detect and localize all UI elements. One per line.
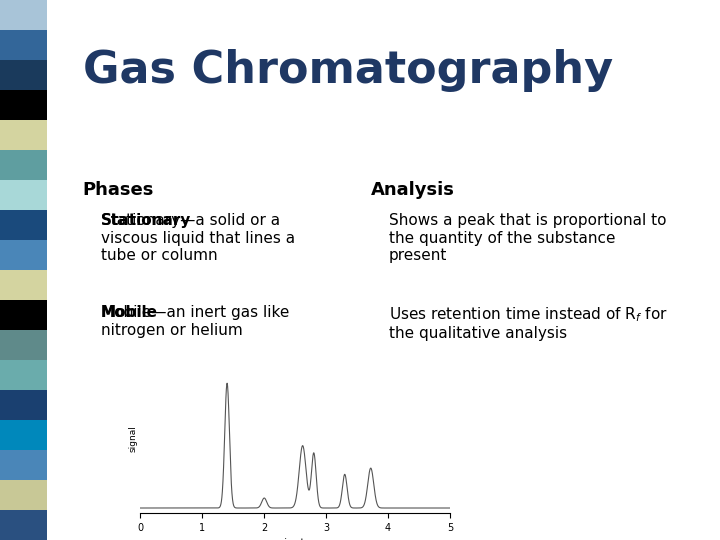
Bar — [0, 300, 47, 330]
Text: Stationary—a solid or a
viscous liquid that lines a
tube or column: Stationary—a solid or a viscous liquid t… — [101, 213, 295, 263]
Bar — [0, 480, 47, 510]
Bar — [0, 120, 47, 150]
Text: Mobile—an inert gas like
nitrogen or helium: Mobile—an inert gas like nitrogen or hel… — [101, 305, 289, 338]
X-axis label: minutes: minutes — [274, 538, 316, 540]
Bar — [0, 150, 47, 180]
Bar — [0, 60, 47, 90]
Bar — [0, 240, 47, 270]
Text: Uses retention time instead of R$_f$ for
the qualitative analysis: Uses retention time instead of R$_f$ for… — [389, 305, 667, 341]
Text: Phases: Phases — [83, 181, 154, 199]
Y-axis label: signal: signal — [129, 426, 138, 452]
Bar — [0, 0, 47, 30]
Bar — [0, 450, 47, 480]
Bar — [0, 90, 47, 120]
Bar — [0, 270, 47, 300]
Text: Stationary: Stationary — [101, 213, 192, 228]
Bar — [0, 180, 47, 210]
Bar — [0, 420, 47, 450]
Bar — [0, 30, 47, 60]
Bar — [0, 390, 47, 420]
Bar — [0, 330, 47, 360]
Text: Analysis: Analysis — [371, 181, 454, 199]
Text: Mobile: Mobile — [101, 305, 158, 320]
Bar — [0, 210, 47, 240]
Text: Shows a peak that is proportional to
the quantity of the substance
present: Shows a peak that is proportional to the… — [389, 213, 666, 263]
Bar — [0, 360, 47, 390]
Bar — [0, 510, 47, 540]
Text: Gas Chromatography: Gas Chromatography — [83, 49, 613, 92]
